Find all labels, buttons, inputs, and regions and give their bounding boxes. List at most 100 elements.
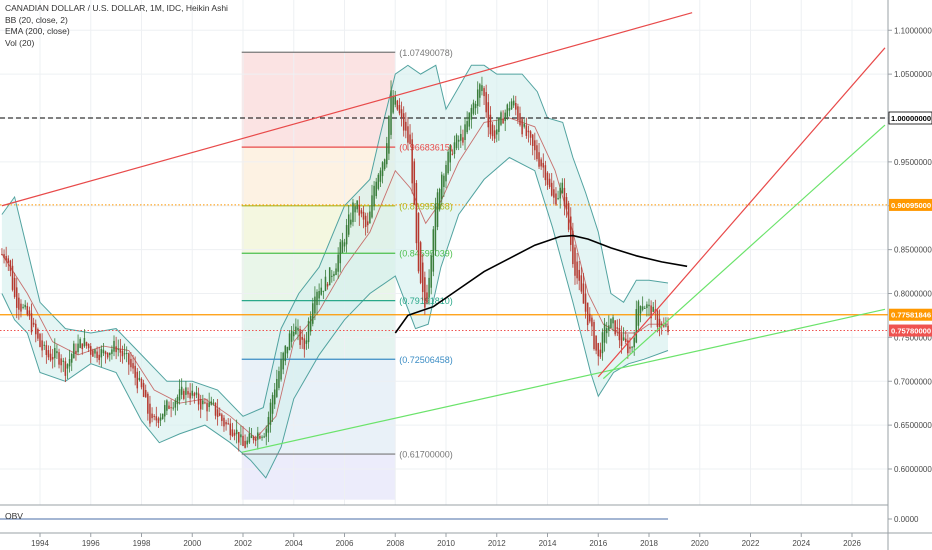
candle-body bbox=[597, 343, 600, 357]
candle-body bbox=[30, 313, 33, 333]
candle-body bbox=[510, 101, 513, 110]
candle-body bbox=[379, 170, 382, 182]
price-badge-label: 0.90095000 bbox=[891, 201, 931, 210]
ema-indicator-label[interactable]: EMA (200, close) bbox=[5, 26, 70, 36]
candle-body bbox=[297, 327, 299, 331]
candle-body bbox=[326, 283, 329, 287]
candle-body bbox=[515, 103, 517, 110]
candle-body bbox=[415, 183, 418, 244]
candle-body bbox=[314, 296, 316, 314]
fib-zone bbox=[241, 52, 396, 148]
candle-body bbox=[273, 389, 276, 405]
candle-body bbox=[622, 337, 625, 341]
candle-body bbox=[584, 293, 587, 312]
candle-body bbox=[502, 118, 504, 124]
candle-body bbox=[563, 187, 566, 207]
candle-body bbox=[43, 344, 45, 346]
candle-body bbox=[166, 400, 168, 411]
candle-body bbox=[608, 325, 610, 331]
candle-body bbox=[358, 204, 361, 216]
candle-body bbox=[586, 302, 589, 326]
candle-body bbox=[303, 338, 306, 350]
candle-body bbox=[548, 178, 551, 187]
candle-body bbox=[578, 269, 580, 281]
candle-body bbox=[553, 189, 555, 198]
candle-body bbox=[489, 114, 492, 135]
candle-body bbox=[424, 277, 426, 308]
candle-body bbox=[345, 225, 348, 245]
candle-body bbox=[650, 305, 652, 319]
candle-body bbox=[550, 182, 553, 196]
candle-body bbox=[331, 275, 333, 277]
candle-body bbox=[409, 134, 411, 145]
candle-body bbox=[582, 283, 585, 304]
candle-body bbox=[54, 348, 56, 359]
candle-body bbox=[60, 358, 62, 366]
candle-body bbox=[481, 85, 483, 92]
fib-level-label: (0.84595039) bbox=[399, 249, 453, 259]
candle-body bbox=[343, 242, 346, 247]
candle-body bbox=[500, 112, 502, 125]
candle-body bbox=[430, 255, 432, 288]
volume-indicator-label[interactable]: Vol (20) bbox=[5, 37, 35, 48]
candle-body bbox=[202, 400, 204, 405]
candle-body bbox=[426, 292, 428, 303]
candle-body bbox=[216, 409, 219, 418]
candle-body bbox=[13, 277, 16, 297]
candle-body bbox=[479, 84, 481, 98]
candle-body bbox=[299, 329, 301, 345]
candle-body bbox=[445, 165, 447, 182]
candle-body bbox=[301, 336, 303, 340]
candle-body bbox=[225, 422, 227, 425]
candle-body bbox=[254, 438, 257, 441]
price-badge bbox=[889, 324, 932, 337]
candle-body bbox=[457, 139, 460, 142]
candle-body bbox=[68, 359, 71, 367]
symbol-title[interactable]: CANADIAN DOLLAR / U.S. DOLLAR, 1M, IDC, … bbox=[5, 3, 228, 13]
candle-body bbox=[244, 440, 246, 448]
y-tick-label: 1.10000000 bbox=[894, 26, 932, 35]
candle-body bbox=[41, 340, 43, 351]
candle-body bbox=[443, 175, 445, 187]
price-candles bbox=[1, 76, 669, 452]
candle-body bbox=[508, 108, 511, 111]
bb-indicator-label[interactable]: BB (20, close, 2) bbox=[5, 14, 68, 25]
candle-body bbox=[352, 202, 354, 223]
candle-body bbox=[142, 383, 145, 397]
candle-body bbox=[538, 152, 540, 167]
x-tick-label: 2026 bbox=[843, 539, 861, 548]
x-tick-label: 2020 bbox=[691, 539, 709, 548]
candle-body bbox=[536, 145, 538, 160]
candle-body bbox=[337, 254, 339, 272]
obv-pane-label[interactable]: OBV bbox=[5, 511, 23, 521]
price-badge bbox=[889, 198, 932, 211]
candle-body bbox=[360, 210, 363, 214]
candle-body bbox=[3, 254, 5, 259]
candle-body bbox=[307, 320, 310, 343]
candle-body bbox=[483, 88, 485, 97]
candle-body bbox=[629, 346, 631, 349]
candle-body bbox=[106, 352, 109, 358]
x-tick-label: 2018 bbox=[640, 539, 658, 548]
candle-body bbox=[85, 342, 88, 346]
candle-body bbox=[136, 371, 139, 389]
candle-body bbox=[305, 340, 308, 344]
candle-body bbox=[89, 346, 92, 355]
x-tick-label: 2002 bbox=[234, 539, 252, 548]
candle-body bbox=[147, 393, 149, 414]
trendline bbox=[241, 308, 886, 453]
x-tick-label: 2008 bbox=[386, 539, 404, 548]
candle-body bbox=[627, 340, 629, 354]
candle-body bbox=[366, 221, 369, 226]
candle-body bbox=[26, 306, 29, 315]
candle-body bbox=[104, 351, 107, 355]
candle-body bbox=[229, 423, 232, 436]
candle-body bbox=[119, 349, 122, 353]
candle-body bbox=[328, 267, 331, 286]
candle-body bbox=[290, 330, 293, 342]
obv-pane-bg bbox=[0, 505, 888, 550]
candle-body bbox=[373, 185, 375, 207]
